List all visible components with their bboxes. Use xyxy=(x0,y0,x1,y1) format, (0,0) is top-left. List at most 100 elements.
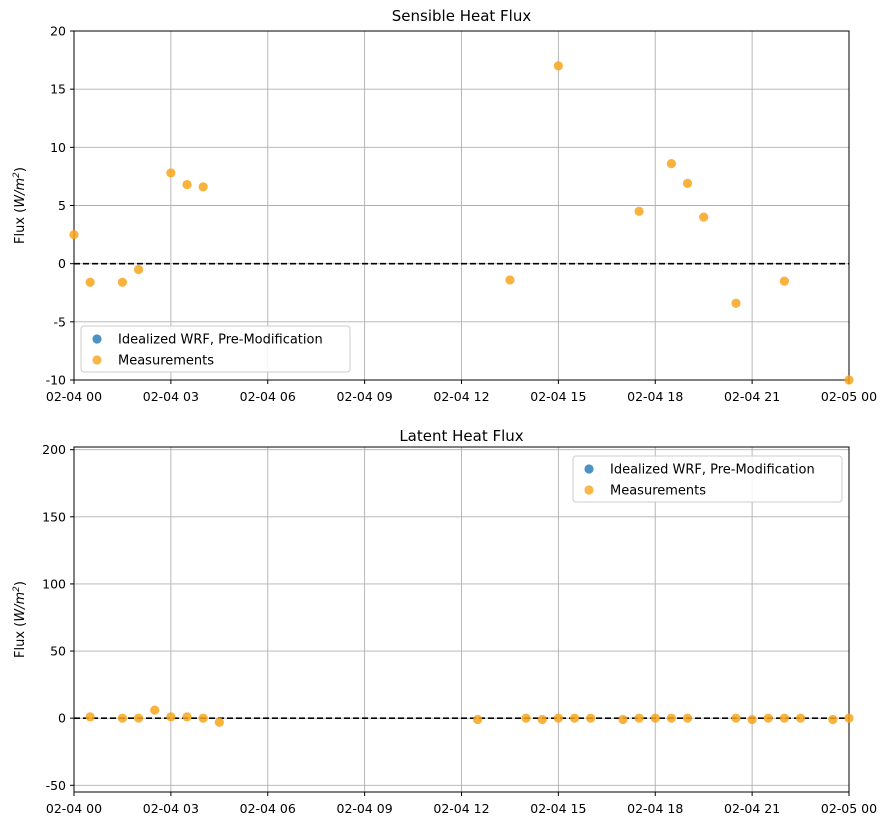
data-point-measurement xyxy=(747,714,757,725)
data-point-measurement xyxy=(586,713,596,723)
data-point-measurement xyxy=(182,179,192,190)
data-point-measurement xyxy=(537,714,547,725)
x-tick-label: 02-04 12 xyxy=(433,389,489,404)
data-point-measurement xyxy=(553,61,563,71)
data-point-measurement xyxy=(150,705,160,715)
data-point-measurement xyxy=(795,713,806,723)
data-point-measurement xyxy=(844,375,854,385)
y-tick-label: 20 xyxy=(50,24,66,39)
x-tick-label: 02-04 06 xyxy=(240,801,296,816)
legend-box xyxy=(572,455,843,503)
data-point-measurement xyxy=(117,277,128,287)
data-point-measurement xyxy=(569,713,580,723)
y-axis-label-unit: W/m xyxy=(13,178,28,208)
y-tick-label: 10 xyxy=(50,140,66,155)
y-axis-label: Flux (W/m2) xyxy=(12,167,28,244)
y-tick-label: 50 xyxy=(50,644,66,659)
x-tick-label: 02-04 03 xyxy=(143,801,199,816)
y-tick-label: 100 xyxy=(42,576,66,591)
data-point-measurement xyxy=(85,277,95,287)
data-point-measurement xyxy=(166,712,176,722)
data-point-measurement xyxy=(682,178,693,188)
x-tick-label: 02-05 00 xyxy=(821,801,877,816)
data-point-measurement xyxy=(133,264,144,275)
y-tick-label: -50 xyxy=(46,778,66,793)
y-tick-label: -10 xyxy=(46,373,66,388)
legend-marker xyxy=(584,464,594,474)
x-tick-label: 02-05 00 xyxy=(821,389,877,404)
chart-panel-1: 02-04 00 02-04 03 02-04 06 02-04 09 02-04 12… xyxy=(12,7,877,404)
y-tick-label: 5 xyxy=(58,198,66,213)
data-point-measurement xyxy=(682,713,693,723)
data-point-measurement xyxy=(117,713,128,723)
legend-label: Measurements xyxy=(610,484,706,499)
data-point-measurement xyxy=(779,713,790,723)
data-point-measurement xyxy=(650,713,660,723)
data-point-measurement xyxy=(198,713,208,723)
data-point-measurement xyxy=(69,229,79,240)
chart-title: Latent Heat Flux xyxy=(399,427,523,445)
y-axis-label-exponent: 2 xyxy=(12,586,22,592)
x-tick-label: 02-04 00 xyxy=(46,801,102,816)
x-tick-label: 02-04 18 xyxy=(627,801,683,816)
legend: Idealized WRF, Pre-Modification Measureme… xyxy=(572,455,843,503)
legend: Idealized WRF, Pre-Modification Measureme… xyxy=(80,325,351,373)
data-point-measurement xyxy=(731,713,741,723)
x-tick-label: 02-04 15 xyxy=(530,801,586,816)
data-point-measurement xyxy=(473,714,483,725)
legend-marker xyxy=(92,355,102,365)
x-tick-label: 02-04 12 xyxy=(433,801,489,816)
x-tick-label: 02-04 21 xyxy=(724,389,780,404)
data-point-measurement xyxy=(828,714,838,725)
y-axis-label-suffix: ) xyxy=(13,581,28,586)
data-point-measurement xyxy=(779,276,790,286)
y-tick-label: 200 xyxy=(42,442,66,457)
data-point-measurement xyxy=(521,713,531,723)
data-point-measurement xyxy=(634,713,644,723)
legend-label: Idealized WRF, Pre-Modification xyxy=(118,333,323,348)
data-point-measurement xyxy=(634,206,644,216)
data-point-measurement xyxy=(505,275,515,285)
x-tick-label: 02-04 21 xyxy=(724,801,780,816)
chart-panel-2: 02-04 00 02-04 03 02-04 06 02-04 09 02-04 12… xyxy=(12,427,877,816)
data-point-measurement xyxy=(85,712,95,722)
x-tick-label: 02-04 03 xyxy=(143,389,199,404)
y-axis-label-prefix: Flux ( xyxy=(13,208,28,244)
data-point-measurement xyxy=(763,713,773,723)
y-axis-label-unit: W/m xyxy=(13,592,28,622)
y-axis-label-exponent: 2 xyxy=(12,172,22,178)
x-tick-label: 02-04 15 xyxy=(530,389,586,404)
x-tick-label: 02-04 09 xyxy=(337,801,393,816)
data-point-measurement xyxy=(182,712,192,722)
y-tick-label: 0 xyxy=(58,256,66,271)
legend-marker xyxy=(584,485,594,495)
legend-marker xyxy=(92,334,102,344)
data-point-measurement xyxy=(133,713,144,723)
data-point-measurement xyxy=(666,713,676,723)
data-point-measurement xyxy=(618,714,628,725)
legend-label: Measurements xyxy=(118,354,214,369)
x-tick-label: 02-04 06 xyxy=(240,389,296,404)
data-point-measurement xyxy=(214,717,224,727)
y-axis-label: Flux (W/m2) xyxy=(12,581,28,658)
x-tick-label: 02-04 18 xyxy=(627,389,683,404)
legend-label: Idealized WRF, Pre-Modification xyxy=(610,463,815,478)
data-point-measurement xyxy=(166,168,176,178)
y-tick-label: 0 xyxy=(58,711,66,726)
y-tick-label: 150 xyxy=(42,509,66,524)
legend-box xyxy=(80,325,351,373)
y-tick-label: 15 xyxy=(50,82,66,97)
data-point-measurement xyxy=(198,182,208,192)
data-point-measurement xyxy=(666,159,676,169)
y-axis-label-suffix: ) xyxy=(13,167,28,172)
y-tick-label: -5 xyxy=(54,314,66,329)
x-tick-label: 02-04 09 xyxy=(337,389,393,404)
y-axis-label-prefix: Flux ( xyxy=(13,622,28,658)
chart-title: Sensible Heat Flux xyxy=(392,7,532,25)
data-point-measurement xyxy=(844,713,854,723)
data-point-measurement xyxy=(553,713,563,723)
data-point-measurement xyxy=(731,298,741,308)
x-tick-label: 02-04 00 xyxy=(46,389,102,404)
data-point-measurement xyxy=(699,212,709,222)
